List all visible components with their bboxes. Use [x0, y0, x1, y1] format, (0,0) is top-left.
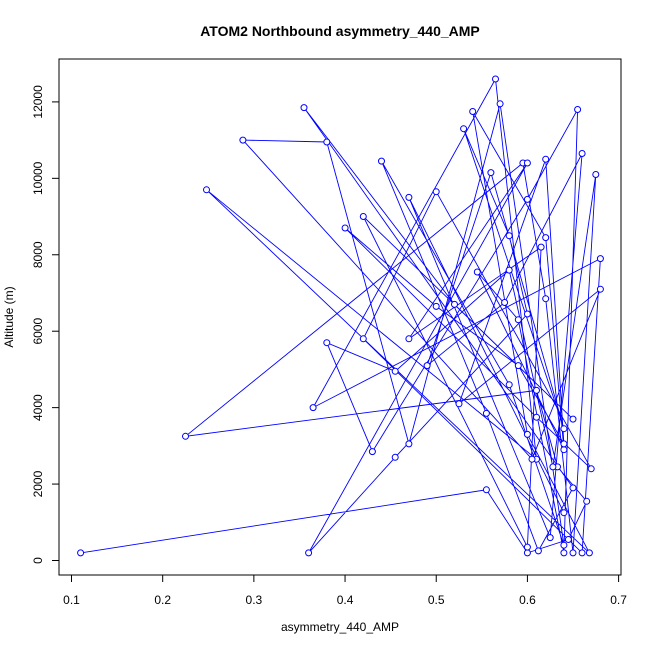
data-point: [523, 159, 531, 167]
y-tick-label: 6000: [31, 318, 45, 345]
data-point: [309, 404, 317, 412]
data-point: [569, 484, 577, 492]
data-point: [451, 300, 458, 308]
data-point: [549, 463, 557, 471]
data-point: [341, 224, 349, 232]
x-axis-label: asymmetry_440_AMP: [281, 620, 399, 634]
data-point: [368, 448, 376, 456]
data-point: [423, 362, 431, 370]
x-tick-label: 0.3: [246, 593, 263, 607]
data-point: [533, 413, 540, 421]
data-point: [432, 188, 440, 196]
data-point: [473, 268, 481, 276]
data-point: [514, 362, 522, 370]
x-tick-label: 0.4: [337, 593, 354, 607]
data-point: [560, 440, 568, 448]
data-point: [432, 302, 440, 310]
data-point: [391, 453, 399, 461]
y-tick-label: 10000: [31, 161, 45, 195]
data-point: [455, 400, 463, 408]
data-point: [564, 536, 572, 543]
data-point: [523, 195, 531, 203]
data-point: [182, 432, 189, 440]
data-point: [359, 335, 367, 343]
data-point: [578, 549, 586, 557]
data-point: [482, 486, 490, 494]
data-point: [359, 213, 367, 220]
data-point: [505, 381, 513, 389]
data-point: [560, 425, 568, 433]
data-point: [542, 295, 550, 303]
y-tick-label: 2000: [31, 470, 45, 497]
data-point: [496, 100, 504, 108]
data-point: [587, 465, 595, 473]
data-point: [546, 534, 554, 542]
data-point: [203, 186, 210, 194]
data-points: [77, 75, 604, 557]
y-tick-label: 12000: [31, 85, 45, 119]
y-tick-label: 0: [31, 557, 45, 564]
data-point: [514, 316, 522, 324]
data-point: [469, 108, 477, 115]
chart-title: ATOM2 Northbound asymmetry_440_AMP: [200, 23, 480, 39]
data-point: [523, 543, 531, 551]
data-point: [505, 232, 513, 240]
data-point: [523, 310, 531, 318]
data-point: [560, 549, 568, 557]
data-point: [482, 409, 490, 417]
data-point: [534, 547, 542, 555]
data-point: [537, 243, 545, 251]
data-point: [305, 549, 313, 557]
data-point: [77, 549, 85, 557]
x-tick-label: 0.2: [154, 593, 171, 607]
y-axis: 0 2000 4000 6000 8000 10000 12000: [31, 85, 60, 564]
data-point: [492, 75, 499, 83]
y-tick-label: 8000: [31, 241, 45, 268]
data-point: [596, 255, 604, 263]
data-point: [487, 169, 495, 177]
data-point: [560, 541, 568, 549]
data-point: [574, 106, 582, 113]
data-point: [523, 430, 531, 438]
data-point: [405, 440, 413, 448]
data-point: [569, 549, 577, 557]
data-point: [523, 549, 531, 557]
x-tick-label: 0.5: [428, 593, 445, 607]
data-point: [391, 367, 399, 375]
data-point: [501, 299, 509, 306]
y-axis-label: Altitude (m): [2, 286, 16, 347]
data-point: [528, 455, 536, 463]
data-point: [323, 138, 331, 146]
x-axis: 0.1 0.2 0.3 0.4 0.5 0.6 0.7: [63, 574, 627, 607]
y-tick-label: 4000: [31, 394, 45, 421]
data-point: [569, 415, 577, 423]
data-point: [405, 335, 413, 343]
data-point: [505, 266, 513, 274]
data-point: [596, 285, 604, 293]
data-point: [239, 136, 247, 144]
x-tick-label: 0.1: [63, 593, 80, 607]
data-point: [533, 386, 540, 394]
data-point: [542, 234, 550, 242]
series-line: [80, 77, 602, 554]
data-point: [542, 155, 550, 163]
x-tick-label: 0.6: [519, 593, 536, 607]
data-point: [323, 339, 331, 347]
data-point: [583, 497, 591, 505]
data-point: [560, 446, 568, 454]
data-point: [405, 193, 413, 201]
data-point: [300, 104, 308, 112]
data-point: [460, 125, 468, 133]
data-point: [560, 509, 568, 517]
data-point: [378, 157, 385, 165]
data-point: [585, 549, 593, 557]
x-tick-label: 0.7: [610, 593, 627, 607]
data-point: [578, 150, 586, 157]
data-point: [592, 171, 600, 178]
series-line: [80, 77, 602, 554]
